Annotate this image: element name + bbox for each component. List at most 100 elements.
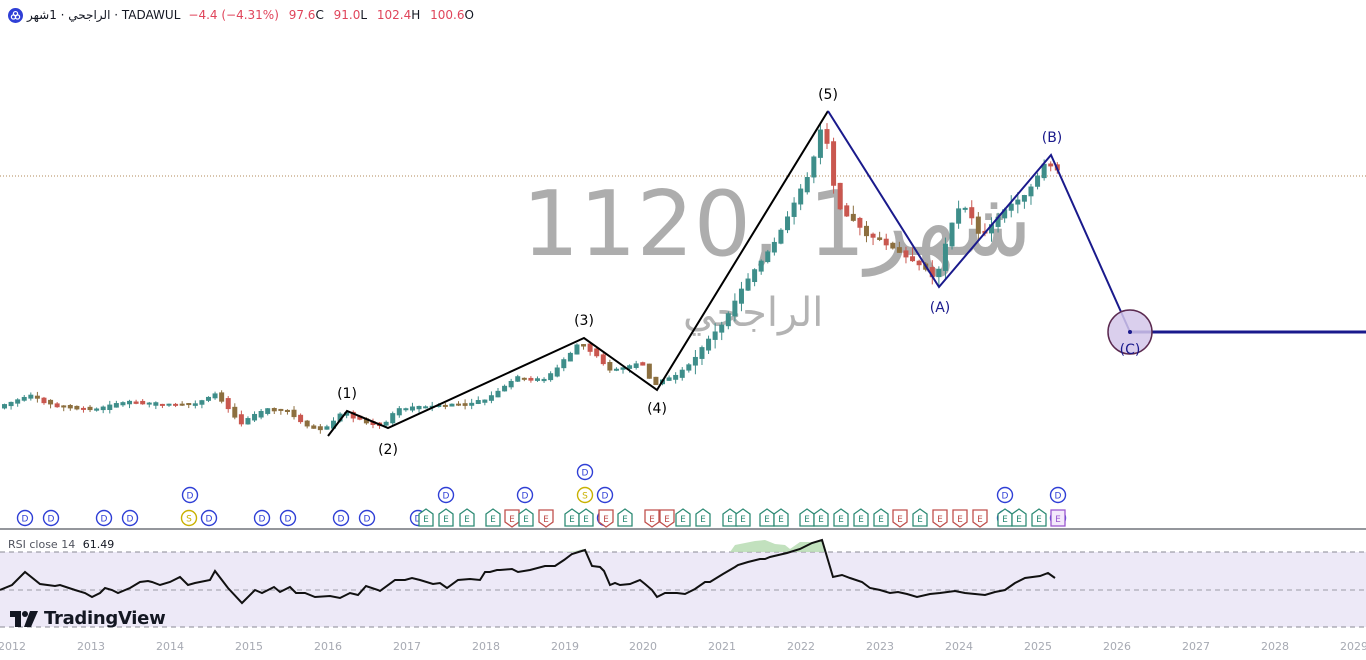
svg-text:E: E	[897, 515, 903, 525]
svg-text:E: E	[1016, 515, 1022, 525]
svg-text:E: E	[423, 515, 429, 525]
impulse-wave-lines[interactable]	[327, 110, 829, 437]
year-tick-2016: 2016	[314, 640, 342, 653]
svg-text:D: D	[602, 492, 609, 502]
svg-text:D: D	[443, 492, 450, 502]
corrective-wave-lines[interactable]	[827, 110, 1366, 333]
tradingview-logo[interactable]: TradingView	[10, 608, 166, 629]
wave-label-2: (2)	[378, 442, 398, 458]
year-tick-2015: 2015	[235, 640, 263, 653]
wave-label-3: (3)	[574, 313, 594, 329]
year-tick-2018: 2018	[472, 640, 500, 653]
wave-label-b: (B)	[1042, 130, 1063, 146]
svg-text:E: E	[778, 515, 784, 525]
wave-label-4: (4)	[647, 401, 667, 417]
svg-text:E: E	[858, 515, 864, 525]
symbol-title[interactable]: الراجحي · 1شهر · TADAWUL	[27, 8, 181, 22]
svg-text:E: E	[543, 515, 549, 525]
svg-text:E: E	[603, 515, 609, 525]
svg-text:E: E	[804, 515, 810, 525]
svg-text:D: D	[415, 515, 422, 525]
watermark-name: الراجحي	[683, 290, 824, 336]
symbol-header: الراجحي · 1شهر · TADAWUL −4.4 (−4.31%) 9…	[8, 6, 480, 24]
year-tick-2025: 2025	[1024, 640, 1052, 653]
svg-text:D: D	[206, 515, 213, 525]
year-tick-2024: 2024	[945, 640, 973, 653]
svg-text:D: D	[338, 515, 345, 525]
svg-text:E: E	[523, 515, 529, 525]
symbol-logo-icon	[8, 7, 23, 23]
svg-text:D: D	[1002, 492, 1009, 502]
svg-text:D: D	[48, 515, 55, 525]
ohlc-values: −4.4 (−4.31%) 97.6C 91.0L 102.4H 100.6O	[188, 8, 480, 22]
wave-c-point	[1128, 330, 1132, 334]
year-tick-2017: 2017	[393, 640, 421, 653]
svg-text:E: E	[740, 515, 746, 525]
rsi-value: 61.49	[82, 538, 115, 551]
wave-label-a: (A)	[930, 300, 951, 316]
rsi-line	[0, 538, 1056, 605]
year-tick-2014: 2014	[156, 640, 184, 653]
svg-text:E: E	[680, 515, 686, 525]
svg-text:D: D	[187, 492, 194, 502]
tradingview-logo-icon	[10, 610, 38, 627]
svg-text:D: D	[101, 515, 108, 525]
svg-text:E: E	[622, 515, 628, 525]
wave-label-1: (1)	[337, 386, 357, 402]
svg-text:D: D	[285, 515, 292, 525]
svg-text:E: E	[569, 515, 575, 525]
svg-text:E: E	[937, 515, 943, 525]
change-value: −4.4 (−4.31%)	[188, 8, 279, 22]
svg-text:D: D	[582, 469, 589, 479]
year-tick-2022: 2022	[787, 640, 815, 653]
year-tick-2028: 2028	[1261, 640, 1289, 653]
year-tick-2020: 2020	[629, 640, 657, 653]
event-markers[interactable]: DDDDDDDDDDDDDDDDDDDSSDEEEEEEEEEEEEEEEEEE…	[16, 463, 1067, 528]
rsi-overbought-fill	[730, 540, 826, 552]
svg-text:E: E	[1036, 515, 1042, 525]
svg-text:D: D	[364, 515, 371, 525]
svg-text:E: E	[1055, 515, 1061, 525]
high-value: 102.4H	[376, 8, 421, 22]
open-value: 100.6O	[430, 8, 474, 22]
year-tick-2023: 2023	[866, 640, 894, 653]
svg-text:E: E	[464, 515, 470, 525]
svg-text:E: E	[1002, 515, 1008, 525]
rsi-name: RSI close 14	[8, 538, 76, 551]
svg-text:D: D	[1055, 492, 1062, 502]
wave-label-5: (5)	[818, 87, 838, 103]
candlestick-series	[2, 122, 1060, 434]
year-tick-2013: 2013	[77, 640, 105, 653]
svg-text:E: E	[700, 515, 706, 525]
svg-text:E: E	[878, 515, 884, 525]
svg-text:E: E	[664, 515, 670, 525]
svg-text:E: E	[838, 515, 844, 525]
svg-text:E: E	[583, 515, 589, 525]
low-value: 91.0L	[333, 8, 368, 22]
svg-text:E: E	[727, 515, 733, 525]
svg-text:D: D	[522, 492, 529, 502]
wave-label-c: (C)	[1120, 342, 1141, 358]
rsi-legend[interactable]: RSI close 14 61.49	[8, 538, 114, 551]
time-axis[interactable]: 2012 2013 2014 2015 2016 2017 2018 2019 2020 2021…	[0, 640, 1366, 658]
svg-text:E: E	[764, 515, 770, 525]
tradingview-logo-text: TradingView	[44, 608, 166, 629]
svg-text:E: E	[917, 515, 923, 525]
year-tick-2012: 2012	[0, 640, 26, 653]
year-tick-2029: 2029	[1340, 640, 1366, 653]
wave-labels: (1) (2) (3) (4) (5) (A) (B) (C)	[337, 87, 1140, 458]
svg-text:D: D	[127, 515, 134, 525]
svg-text:S: S	[582, 492, 588, 502]
svg-text:E: E	[509, 515, 515, 525]
year-tick-2019: 2019	[551, 640, 579, 653]
svg-text:D: D	[22, 515, 29, 525]
close-value: 97.6C	[288, 8, 324, 22]
svg-text:E: E	[490, 515, 496, 525]
svg-text:E: E	[977, 515, 983, 525]
svg-text:E: E	[649, 515, 655, 525]
svg-text:E: E	[818, 515, 824, 525]
svg-text:E: E	[443, 515, 449, 525]
year-tick-2027: 2027	[1182, 640, 1210, 653]
year-tick-2021: 2021	[708, 640, 736, 653]
